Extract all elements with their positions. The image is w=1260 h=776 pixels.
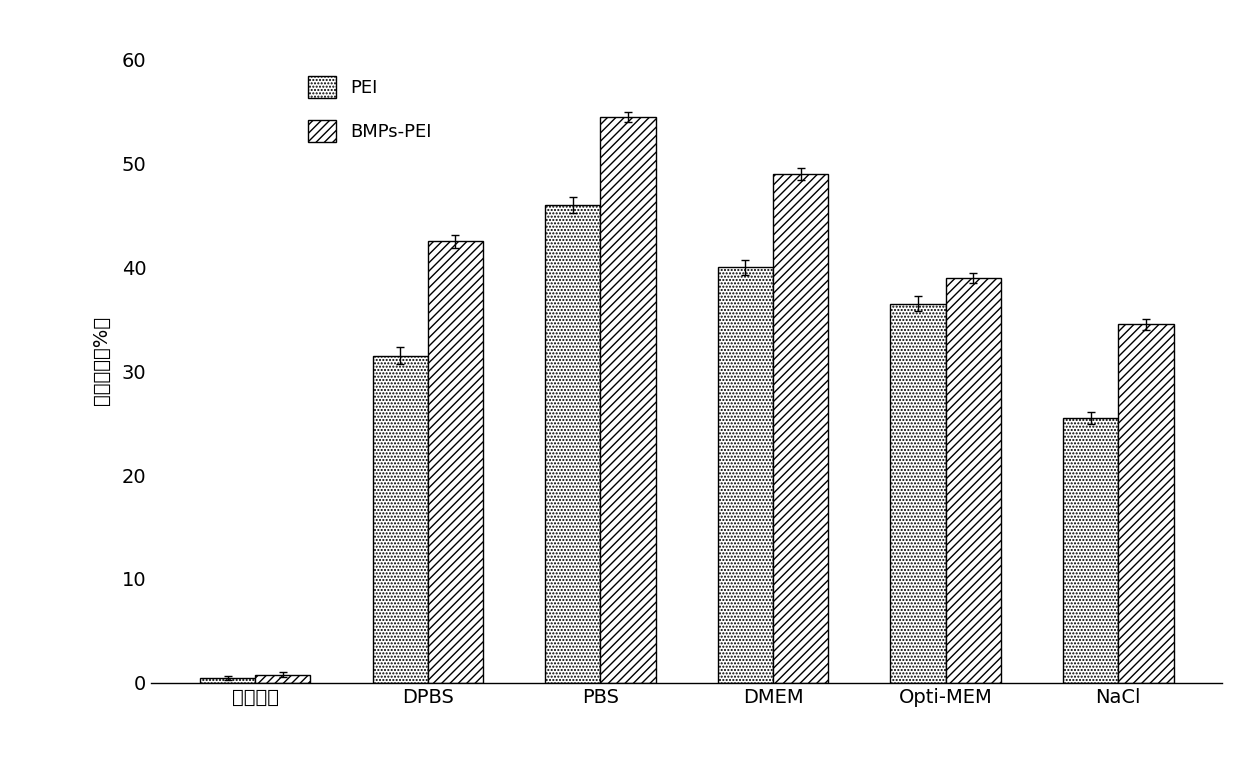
Bar: [891, 303, 946, 683]
Bar: [200, 677, 255, 683]
Bar: [600, 116, 655, 683]
Bar: [774, 174, 828, 683]
Bar: [373, 355, 427, 683]
Bar: [427, 241, 483, 683]
Bar: [718, 268, 774, 683]
Y-axis label: 转染效率（%）: 转染效率（%）: [92, 317, 111, 405]
Legend: PEI, BMPs-PEI: PEI, BMPs-PEI: [300, 68, 441, 151]
Bar: [1063, 418, 1119, 683]
Bar: [946, 278, 1000, 683]
Bar: [546, 205, 600, 683]
Bar: [1119, 324, 1173, 683]
Bar: [255, 674, 310, 683]
